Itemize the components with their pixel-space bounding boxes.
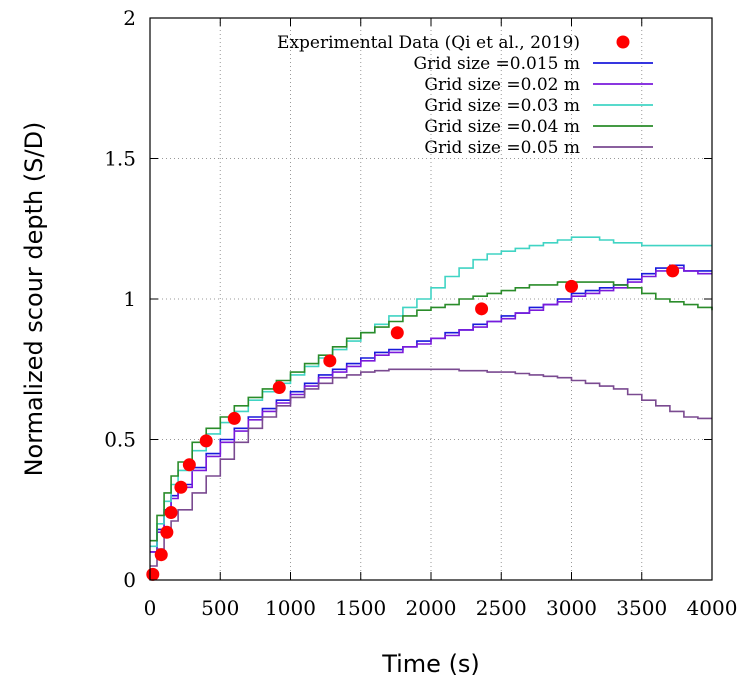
x-axis-title: Time (s) (381, 650, 480, 678)
y-tick-label: 0.5 (104, 428, 136, 452)
experimental-point (154, 548, 168, 562)
experimental-point (272, 381, 286, 395)
y-tick-label: 0 (123, 568, 136, 592)
experimental-point (164, 506, 178, 520)
series-line-3 (150, 236, 712, 548)
x-tick-label: 3500 (616, 596, 667, 620)
ticks (149, 17, 713, 581)
legend-label-experimental: Experimental Data (Qi et al., 2019) (277, 33, 580, 53)
x-tick-label: 1000 (265, 596, 316, 620)
experimental-point (390, 326, 404, 340)
experimental-point (160, 525, 174, 539)
legend-label-3: Grid size =0.03 m (424, 96, 580, 116)
experimental-point (323, 354, 337, 368)
x-tick-label: 500 (201, 596, 239, 620)
y-tick-label: 1 (123, 287, 136, 311)
y-axis-title: Normalized scour depth (S/D) (20, 122, 48, 477)
legend-label-2: Grid size =0.02 m (424, 75, 580, 95)
legend-label-4: Grid size =0.04 m (424, 117, 580, 137)
x-tick-label: 2000 (406, 596, 457, 620)
series-layer (150, 236, 713, 567)
experimental-point (199, 434, 213, 448)
legend-marker-experimental (616, 35, 630, 49)
legend-label-1: Grid size =0.015 m (414, 54, 580, 74)
x-tick-label: 3000 (546, 596, 597, 620)
experimental-points (146, 264, 680, 581)
legend: Experimental Data (Qi et al., 2019)Grid … (277, 33, 653, 158)
experimental-point (227, 411, 241, 425)
experimental-point (182, 458, 196, 472)
y-tick-label: 1.5 (104, 147, 136, 171)
experimental-point (565, 279, 578, 293)
x-tick-label: 0 (144, 596, 157, 620)
x-tick-label: 2500 (476, 596, 527, 620)
x-tick-label: 1500 (335, 596, 386, 620)
experimental-point (666, 264, 680, 278)
y-tick-label: 2 (123, 6, 136, 30)
experimental-point (146, 567, 160, 581)
experimental-point (475, 302, 489, 316)
series-line-4 (150, 281, 713, 542)
experimental-point (174, 480, 188, 494)
tick-labels: 0 500 1000 1500 2000 2500 3000 3500 4000 0 0.5 1 1.5… (104, 6, 737, 620)
series-line-2 (150, 267, 712, 553)
x-tick-label: 4000 (687, 596, 738, 620)
series-line-5 (150, 368, 712, 567)
legend-label-5: Grid size =0.05 m (424, 138, 580, 158)
